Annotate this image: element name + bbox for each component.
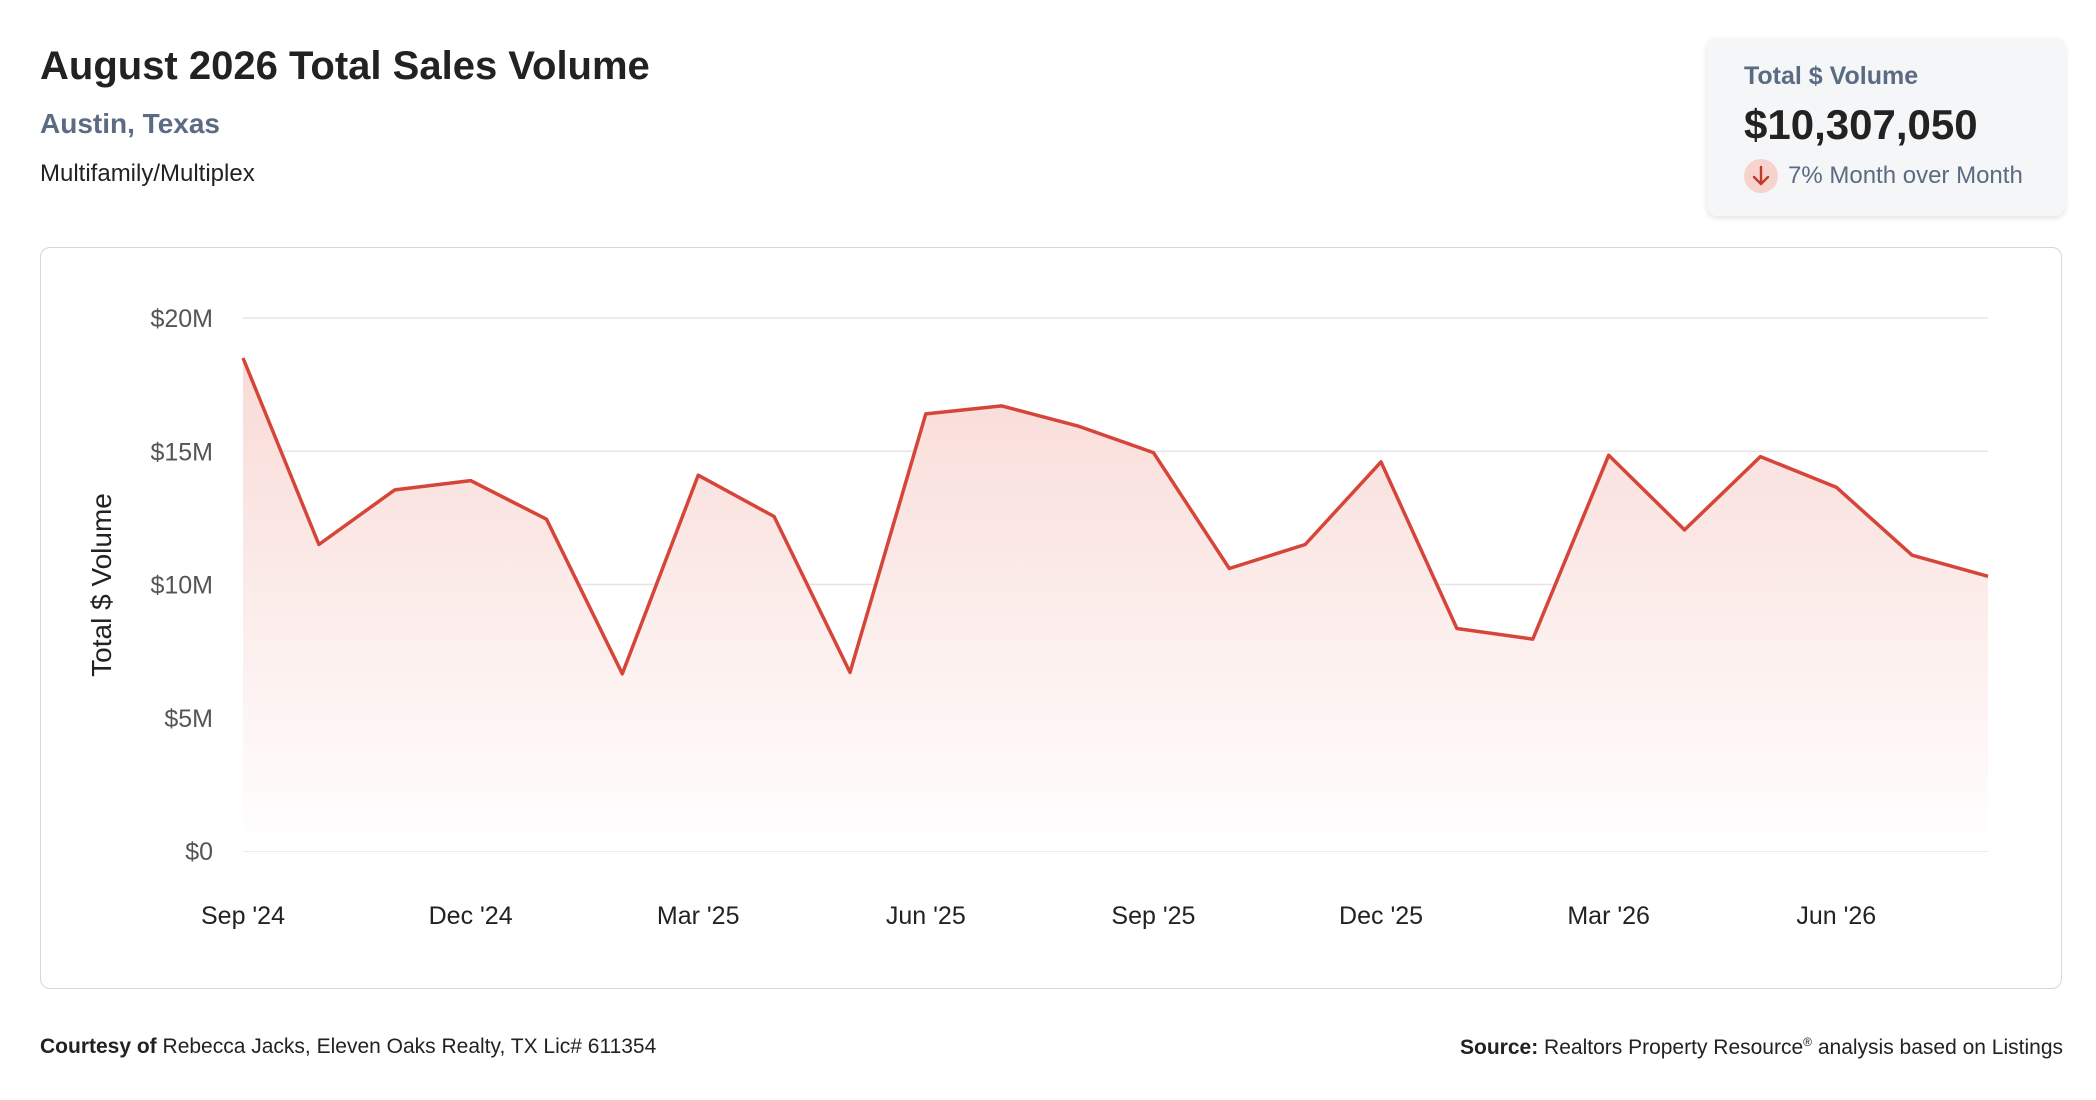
data-point <box>999 403 1005 409</box>
data-point <box>847 669 853 675</box>
x-tick-label: Mar '25 <box>657 902 740 930</box>
data-point <box>1226 566 1232 572</box>
data-point <box>771 514 777 520</box>
data-point <box>1454 625 1460 631</box>
data-point <box>1606 452 1612 458</box>
courtesy-footer: Courtesy of Rebecca Jacks, Eleven Oaks R… <box>40 1035 656 1059</box>
series-line <box>241 357 1989 676</box>
source-suffix: analysis based on Listings <box>1817 1036 2063 1059</box>
data-point <box>1909 552 1915 558</box>
kpi-change: 7% Month over Month <box>1744 159 2065 193</box>
data-point <box>1757 454 1763 460</box>
source-label: Source: <box>1460 1036 1539 1059</box>
y-tick-label: $5M <box>164 705 213 733</box>
source-registered-mark: ® <box>1803 1035 1812 1049</box>
data-point <box>695 472 701 478</box>
sales-volume-chart: $0 $5M $10M $15M $20M Sep '24 Dec '24 Mar '25 Ju… <box>86 305 1991 930</box>
y-tick-label: $0 <box>185 838 213 866</box>
y-tick-label: $20M <box>150 305 213 333</box>
source-footer: Source: Realtors Property Resource® anal… <box>1460 1035 2063 1060</box>
chart-card: $0 $5M $10M $15M $20M Sep '24 Dec '24 Mar '25 Ju… <box>40 247 2062 989</box>
location-subtitle: Austin, Texas <box>40 108 220 139</box>
kpi-card: Total $ Volume $10,307,050 7% Month over… <box>1707 38 2065 216</box>
x-tick-label: Mar '26 <box>1567 902 1650 930</box>
data-point <box>1378 459 1384 465</box>
x-tick-label: Jun '25 <box>886 902 966 930</box>
area-fill <box>243 358 1988 851</box>
data-point <box>1985 573 1991 579</box>
x-tick-label: Sep '24 <box>201 902 285 930</box>
data-point <box>1150 450 1156 456</box>
kpi-label: Total $ Volume <box>1744 62 1919 90</box>
y-axis-title: Total $ Volume <box>86 493 117 677</box>
data-point <box>1682 527 1688 533</box>
data-point <box>240 355 246 361</box>
data-point <box>316 542 322 548</box>
property-type-label: Multifamily/Multiplex <box>40 160 255 187</box>
kpi-change-text: 7% Month over Month <box>1788 162 2023 189</box>
data-point <box>543 516 549 522</box>
data-point <box>1530 636 1536 642</box>
source-text: Realtors Property Resource <box>1544 1036 1804 1059</box>
y-tick-label: $15M <box>150 438 213 466</box>
page-title: August 2026 Total Sales Volume <box>40 44 650 88</box>
x-tick-label: Dec '25 <box>1339 902 1423 930</box>
x-tick-label: Jun '26 <box>1796 902 1876 930</box>
y-tick-label: $10M <box>150 572 213 600</box>
data-point <box>923 411 929 417</box>
data-point <box>1302 542 1308 548</box>
data-point <box>468 478 474 484</box>
x-tick-label: Dec '24 <box>429 902 513 930</box>
data-point <box>619 671 625 677</box>
data-point <box>1075 423 1081 429</box>
data-point <box>1833 484 1839 490</box>
kpi-value: $10,307,050 <box>1744 101 1978 148</box>
data-point <box>392 487 398 493</box>
courtesy-text: Rebecca Jacks, Eleven Oaks Realty, TX Li… <box>162 1035 657 1058</box>
arrow-down-icon <box>1744 159 1778 193</box>
courtesy-label: Courtesy of <box>40 1035 157 1058</box>
x-tick-label: Sep '25 <box>1111 902 1195 930</box>
